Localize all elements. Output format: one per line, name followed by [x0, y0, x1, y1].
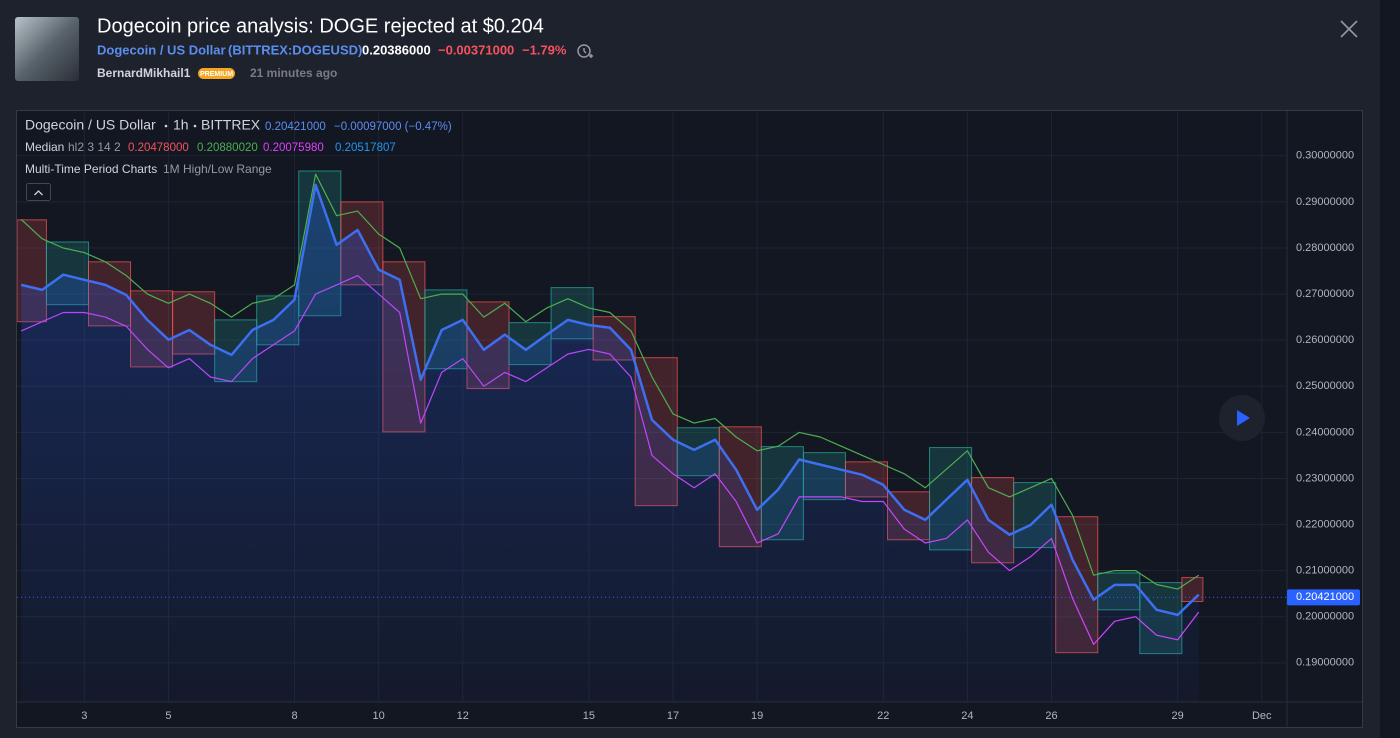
indicator-name: Median [25, 140, 64, 154]
premium-badge [198, 68, 235, 79]
side-strip [1380, 0, 1400, 738]
indicator-params: hl2 3 14 2 [68, 140, 121, 154]
indicator-values: 0.20478000 0.20880020 0.20075980 0.20517807 [128, 142, 396, 154]
series-line [20, 183, 1200, 617]
last-price-tag [1287, 589, 1360, 606]
y-tick-label: 0.26000000 [1296, 334, 1354, 346]
y-tick-label: 0.23000000 [1296, 472, 1354, 484]
indicator-value: 0.20880020 [197, 142, 258, 154]
change-percent: −1.79% [522, 42, 567, 57]
x-tick-label: 12 [457, 710, 469, 722]
indicator-value: 0.20517807 [335, 142, 396, 154]
symbol-name[interactable]: Dogecoin / US Dollar [97, 42, 226, 57]
axes: 0.19000000 0.20000000 0.21000000 0.22000000… [81, 150, 1360, 722]
alert-icon[interactable] [577, 44, 593, 58]
price: 0.20386000 [362, 42, 431, 57]
separator [193, 124, 197, 128]
y-tick-label: 0.30000000 [1296, 150, 1354, 162]
x-tick-label: 8 [291, 710, 297, 722]
legend-exchange: BITTREX [201, 117, 261, 133]
x-tick-label: 22 [877, 710, 889, 722]
x-tick-label: Dec [1252, 710, 1272, 722]
y-tick-label: 0.27000000 [1296, 288, 1354, 300]
symbol[interactable]: (BITTREX:DOGEUSD) [228, 42, 362, 57]
y-tick-label: 0.22000000 [1296, 518, 1354, 530]
idea-title: Dogecoin price analysis: DOGE rejected a… [97, 15, 544, 37]
avatar[interactable] [15, 17, 79, 81]
plot [17, 170, 1287, 702]
y-tick-label: 0.21000000 [1296, 565, 1354, 577]
legend-interval: 1h [173, 117, 189, 133]
separator [164, 124, 168, 128]
close-button[interactable] [1340, 20, 1358, 38]
last-price-label: 0.20421000 [1296, 591, 1354, 603]
x-tick-label: 26 [1045, 710, 1057, 722]
y-tick-label: 0.25000000 [1296, 380, 1354, 392]
x-tick-label: 29 [1172, 710, 1184, 722]
x-tick-label: 15 [583, 710, 595, 722]
y-tick-label: 0.28000000 [1296, 242, 1354, 254]
series-line [20, 173, 1200, 590]
x-tick-label: 3 [81, 710, 87, 722]
price-area [21, 184, 1199, 702]
play-button[interactable] [1219, 395, 1265, 441]
change: −0.00371000 [438, 42, 514, 57]
indicator-value: 0.20075980 [263, 142, 324, 154]
indicator-value: 0.20478000 [128, 142, 189, 154]
x-tick-label: 17 [667, 710, 679, 722]
y-tick-label: 0.19000000 [1296, 657, 1354, 669]
y-tick-label: 0.29000000 [1296, 196, 1354, 208]
x-tick-label: 5 [165, 710, 171, 722]
legend-price: 0.20421000 [265, 121, 326, 133]
y-tick-label: 0.24000000 [1296, 426, 1354, 438]
x-tick-label: 19 [751, 710, 763, 722]
legend-change: −0.00097000 (−0.47%) [334, 121, 452, 133]
legend-symbol: Dogecoin / US Dollar [25, 117, 156, 133]
collapse-button[interactable] [26, 183, 51, 201]
badge-text: PREMIUM [200, 71, 233, 78]
x-tick-label: 10 [373, 710, 385, 722]
range-box [1181, 577, 1204, 603]
author[interactable]: BernardMikhail1 [97, 66, 191, 80]
study-params: 1M High/Low Range [163, 162, 272, 176]
time: 21 minutes ago [250, 66, 337, 80]
y-tick-label: 0.20000000 [1296, 611, 1354, 623]
x-tick-label: 24 [961, 710, 973, 722]
study-name: Multi-Time Period Charts [25, 162, 157, 176]
